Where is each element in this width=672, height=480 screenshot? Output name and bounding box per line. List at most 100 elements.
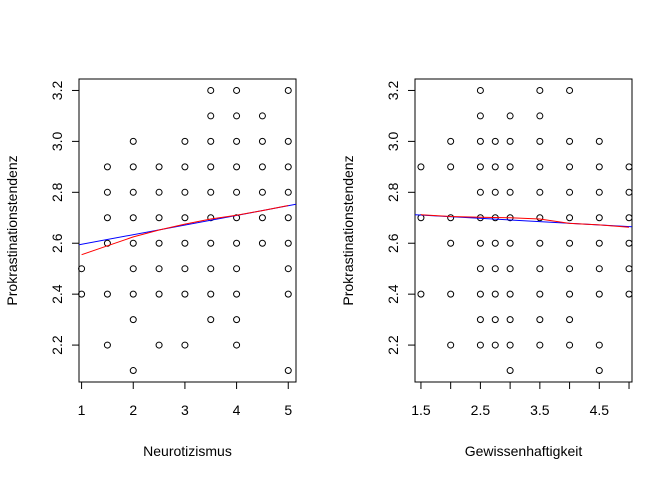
panel-neurotizismus: 1 2 3 4 5 2.2 2.4 2.6 2.8 3.0 3.2 Neurotizismus Prok… (4, 78, 297, 459)
data-point (625, 265, 633, 273)
data-point (506, 316, 514, 324)
data-point (258, 188, 266, 196)
x-tick-label: 4.5 (590, 402, 610, 418)
data-point (476, 341, 484, 349)
y-tick-label: 2.6 (385, 233, 401, 253)
data-point (207, 316, 215, 324)
data-point (284, 188, 292, 196)
y-tick-label: 3.0 (385, 131, 401, 151)
data-point (536, 290, 544, 298)
data-point (181, 265, 189, 273)
x-tick-label: 3 (181, 402, 189, 418)
data-point (447, 239, 455, 247)
data-point (536, 214, 544, 222)
data-point (595, 239, 603, 247)
data-point (491, 341, 499, 349)
data-point (207, 163, 215, 171)
data-point (566, 214, 574, 222)
data-point (595, 290, 603, 298)
data-point (258, 163, 266, 171)
data-point (103, 188, 111, 196)
data-point (476, 137, 484, 145)
data-point (233, 86, 241, 94)
data-point (207, 112, 215, 120)
data-point (233, 239, 241, 247)
data-point (233, 341, 241, 349)
data-point (536, 239, 544, 247)
data-point (566, 341, 574, 349)
data-point (476, 188, 484, 196)
data-point (506, 239, 514, 247)
data-point (129, 163, 137, 171)
data-point (129, 214, 137, 222)
data-point (476, 112, 484, 120)
data-point (491, 188, 499, 196)
y-tick-label: 2.6 (49, 233, 65, 253)
data-point (536, 163, 544, 171)
y-tick-label: 2.2 (385, 335, 401, 355)
x-tick-label: 1.5 (411, 402, 431, 418)
data-point (129, 188, 137, 196)
data-point (181, 290, 189, 298)
data-point (155, 239, 163, 247)
data-point (233, 265, 241, 273)
data-point (625, 239, 633, 247)
data-point (536, 316, 544, 324)
data-point (506, 265, 514, 273)
data-point (566, 86, 574, 94)
data-point (284, 290, 292, 298)
data-point (595, 367, 603, 375)
data-point (536, 137, 544, 145)
x-tick-label: 4 (233, 402, 241, 418)
data-point (506, 367, 514, 375)
data-point (447, 163, 455, 171)
x-tick-label: 2 (129, 402, 137, 418)
data-point (129, 137, 137, 145)
data-point (284, 86, 292, 94)
data-point (566, 163, 574, 171)
data-point (491, 265, 499, 273)
data-point (491, 239, 499, 247)
data-point (181, 163, 189, 171)
data-point (207, 137, 215, 145)
data-point (284, 137, 292, 145)
data-point (476, 316, 484, 324)
data-point (103, 290, 111, 298)
data-point (566, 188, 574, 196)
data-point (506, 188, 514, 196)
y-tick-label: 2.2 (49, 335, 65, 355)
y-tick-label: 2.4 (49, 284, 65, 304)
smooth-line (420, 214, 630, 228)
panel-gewissenhaftigkeit: 1.5 2.5 3.5 4.5 2.2 2.4 2.6 2.8 3.0 3.2 Gewissenha… (340, 78, 633, 459)
x-tick-label: 3.5 (530, 402, 550, 418)
data-point (536, 86, 544, 94)
y-tick-label: 3.2 (385, 81, 401, 101)
data-point (181, 188, 189, 196)
data-point (476, 239, 484, 247)
data-point (476, 265, 484, 273)
data-point (417, 290, 425, 298)
data-point (566, 137, 574, 145)
data-point (491, 137, 499, 145)
data-point (207, 290, 215, 298)
data-point (181, 341, 189, 349)
data-point (595, 265, 603, 273)
plot-frame (414, 78, 633, 383)
data-point (506, 112, 514, 120)
y-axis-label: Prokrastinationstendenz (340, 155, 356, 305)
data-point (476, 290, 484, 298)
data-point (447, 341, 455, 349)
y-tick-label: 2.8 (49, 182, 65, 202)
data-point (181, 137, 189, 145)
data-point (476, 86, 484, 94)
data-point (447, 290, 455, 298)
smooth-line (81, 205, 289, 256)
data-point (566, 290, 574, 298)
data-point (207, 265, 215, 273)
data-point (233, 112, 241, 120)
y-axis-label: Prokrastinationstendenz (4, 155, 20, 305)
data-point (207, 239, 215, 247)
data-point (155, 188, 163, 196)
data-point (258, 112, 266, 120)
